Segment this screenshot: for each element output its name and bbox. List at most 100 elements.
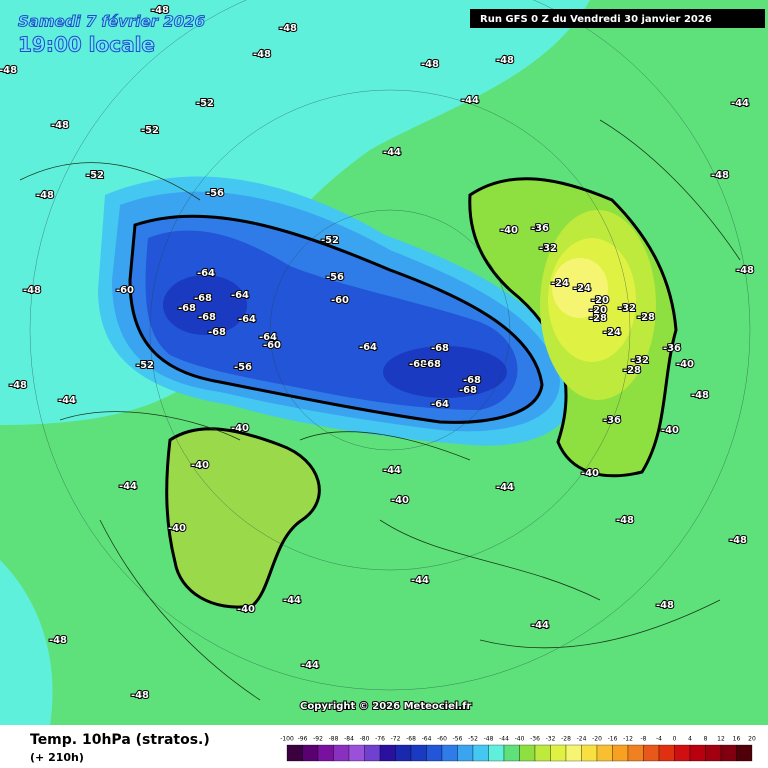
scale-label: -68 [406, 736, 416, 743]
contour-label: -48 [23, 285, 41, 296]
scale-label: -84 [344, 736, 354, 743]
scale-swatch [333, 744, 350, 762]
graticule [29, 0, 751, 691]
scale-swatch [317, 744, 334, 762]
contour-label: -44 [496, 482, 514, 493]
contour-label: -48 [51, 120, 69, 131]
contour-label: -32 [618, 303, 636, 314]
region-minus48 [0, 560, 53, 725]
scale-label: -28 [561, 736, 571, 743]
contour-label: -28 [623, 365, 641, 376]
scale-label: -4 [656, 736, 662, 743]
contour-label: -40 [191, 460, 209, 471]
scale-swatch [302, 744, 319, 762]
scale-label: -56 [453, 736, 463, 743]
scale-swatch [689, 744, 706, 762]
contour-label: -48 [729, 535, 747, 546]
scale-swatch [503, 744, 520, 762]
scale-swatch [286, 744, 303, 762]
scale-label: 0 [673, 736, 677, 743]
contour-label: -64 [259, 332, 277, 343]
scale-label: 8 [704, 736, 708, 743]
contour-label: -64 [231, 290, 249, 301]
region-minus68 [383, 346, 507, 398]
contour-label: -44 [531, 620, 549, 631]
scale-swatch [472, 744, 489, 762]
scale-label: -48 [484, 736, 494, 743]
scale-label: 12 [717, 736, 725, 743]
contour-label: -60 [263, 340, 281, 351]
scale-swatch [395, 744, 412, 762]
scale-swatch [426, 744, 443, 762]
scale-label: 16 [733, 736, 741, 743]
contour-label: -68 [198, 312, 216, 323]
map-time: 19:00 locale [18, 33, 155, 57]
map-title: Temp. 10hPa (stratos.) [30, 732, 210, 748]
contour-label: -40 [237, 604, 255, 615]
contour-label: -28 [637, 312, 655, 323]
region-minus28 [552, 258, 608, 318]
contour-label: -44 [411, 575, 429, 586]
region-minus40 [165, 427, 321, 609]
contour-label: -44 [283, 595, 301, 606]
scale-label: -12 [623, 736, 633, 743]
contour-label: -48 [279, 23, 297, 34]
contour-label: -68 [431, 343, 449, 354]
scale-label: -8 [641, 736, 647, 743]
contour-labels: -48 -48 -48 -48 -48 -48 -48 -48 -48 -48 -48 -48 -48 -… [0, 4, 755, 702]
scale-swatch [581, 744, 598, 762]
contour-label: -48 [151, 5, 169, 16]
scale-label: -88 [329, 736, 339, 743]
contour-label: -32 [539, 243, 557, 254]
scale-swatch [457, 744, 474, 762]
contour-label: -56 [326, 272, 344, 283]
contour-label: -44 [461, 95, 479, 106]
contour-label: -48 [656, 600, 674, 611]
contour-label: -40 [500, 225, 518, 236]
contour-label: -68 [423, 359, 441, 370]
scale-label: -80 [360, 736, 370, 743]
scale-swatch [674, 744, 691, 762]
contour-label: -60 [331, 295, 349, 306]
contour-label: -36 [531, 223, 549, 234]
contour-label: -48 [49, 635, 67, 646]
run-info: Run GFS 0 Z du Vendredi 30 janvier 2026 [480, 14, 712, 25]
scale-label: -96 [298, 736, 308, 743]
contour-label: -40 [581, 468, 599, 479]
contour-label: -24 [551, 278, 569, 289]
contour-label: -48 [253, 49, 271, 60]
scale-swatch [627, 744, 644, 762]
contour-label: -52 [141, 125, 159, 136]
scale-label: 4 [688, 736, 692, 743]
contour-label: -52 [86, 170, 104, 181]
scale-swatch [643, 744, 660, 762]
contour-label: -64 [238, 314, 256, 325]
contour-label: -48 [0, 65, 17, 76]
color-scale: -100 -96 -92 -88 -84 -80 -76 -72 -68 -64 -60 -56 -52… [280, 736, 756, 762]
contour-label: -28 [589, 313, 607, 324]
scale-swatch [488, 744, 505, 762]
scale-label: -24 [577, 736, 587, 743]
scale-label: -64 [422, 736, 432, 743]
scale-swatch [658, 744, 675, 762]
scale-swatch [410, 744, 427, 762]
scale-label: -52 [468, 736, 478, 743]
contour-label: -24 [573, 283, 591, 294]
contour-label: -40 [168, 523, 186, 534]
scale-label: -72 [391, 736, 401, 743]
contour-label: -48 [9, 380, 27, 391]
scale-label: -44 [499, 736, 509, 743]
contour-label: -48 [36, 190, 54, 201]
contour-label: -48 [711, 170, 729, 181]
scale-swatch [441, 744, 458, 762]
contour-label: -20 [591, 295, 609, 306]
contour-label: -68 [409, 359, 427, 370]
contour-label: -56 [234, 362, 252, 373]
scale-swatch [565, 744, 582, 762]
scale-label: -92 [313, 736, 323, 743]
scale-label: -36 [530, 736, 540, 743]
contour-label: -40 [391, 495, 409, 506]
scale-swatch [364, 744, 381, 762]
scale-swatch [550, 744, 567, 762]
